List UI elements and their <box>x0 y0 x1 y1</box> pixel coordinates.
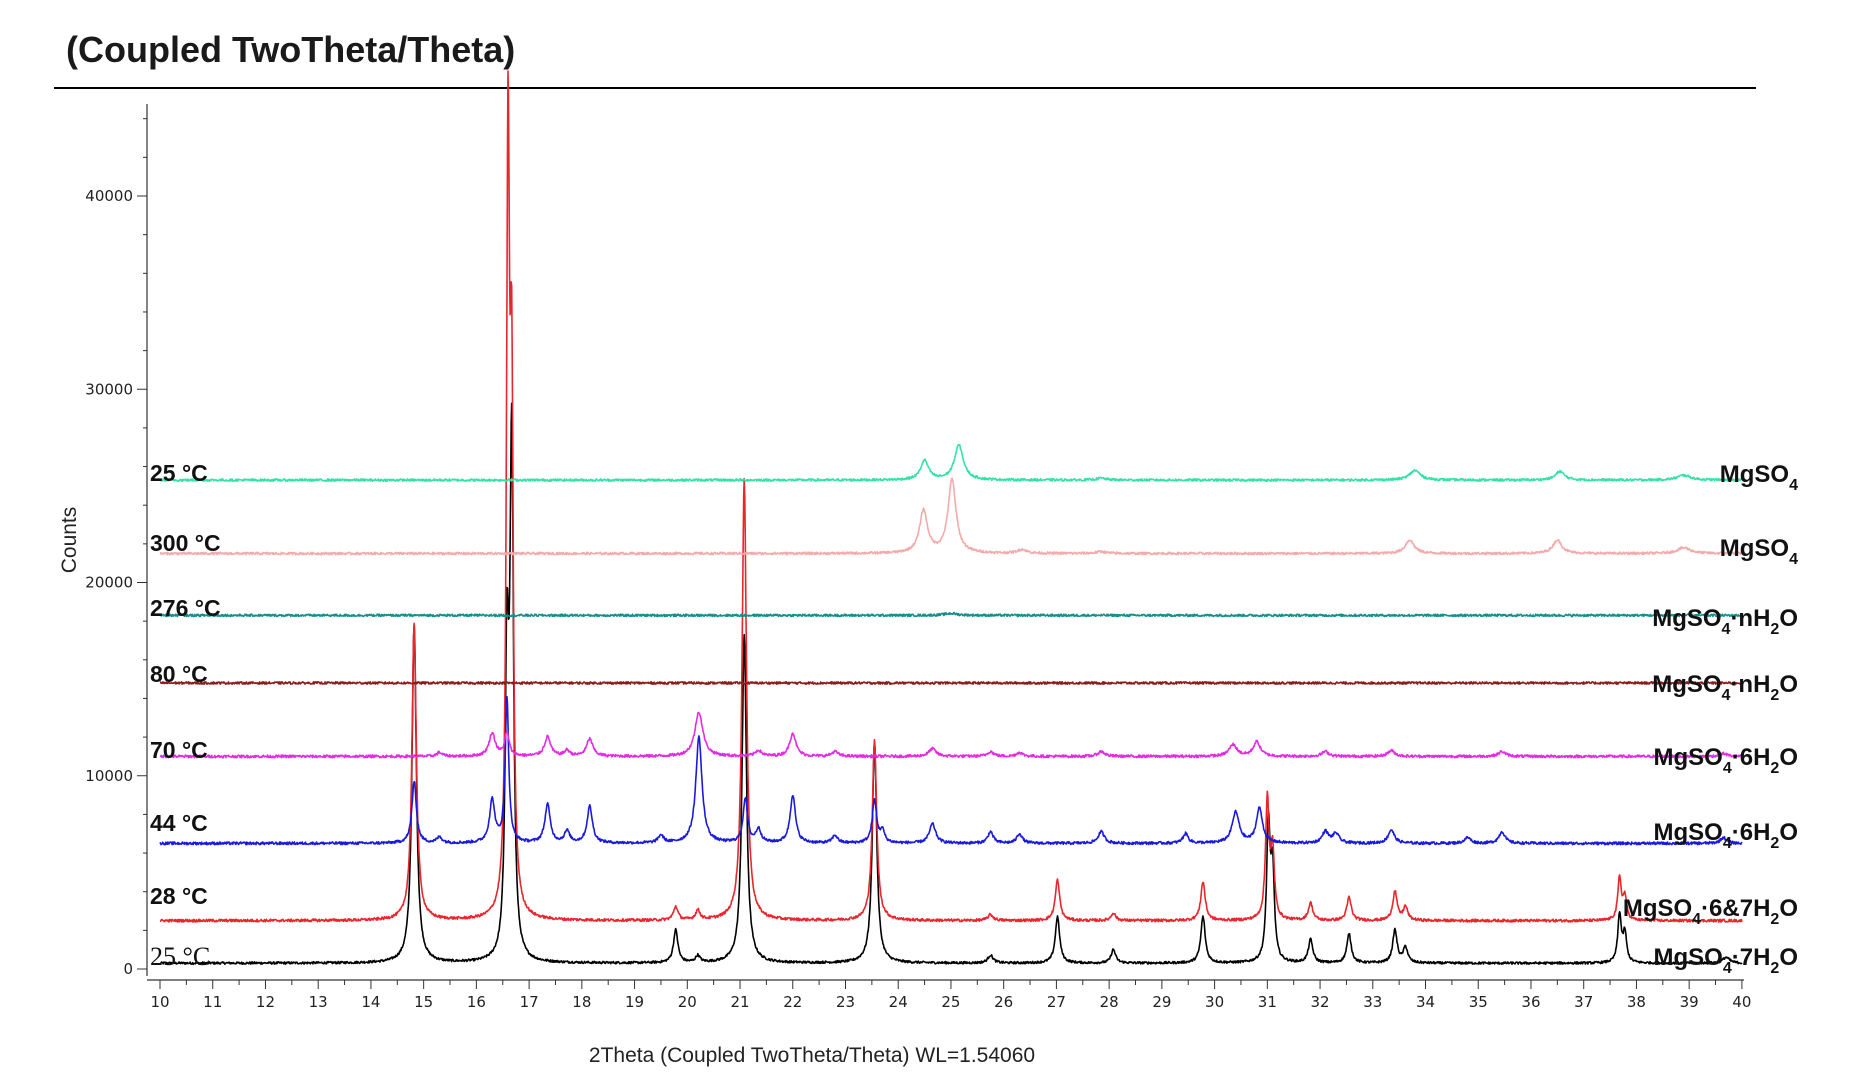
x-tick-label: 35 <box>1469 993 1488 1011</box>
x-tick-label: 16 <box>467 993 486 1011</box>
x-tick-label: 24 <box>889 993 908 1011</box>
series-line <box>159 70 1743 923</box>
x-tick-label: 23 <box>836 993 855 1011</box>
x-tick-label: 31 <box>1258 993 1277 1011</box>
x-tick-label: 39 <box>1680 993 1699 1011</box>
x-tick-label: 34 <box>1416 993 1435 1011</box>
x-tick-label: 26 <box>994 993 1013 1011</box>
series-label-layer: 25 °C MgSO4·7H2O 28 °C MgSO4·6&7H2O 44 °C MgS… <box>150 460 1798 977</box>
x-axis: 10 11 12 13 14 15 16 17 18 19 20 21 22 23 24 25 26 27 28 29… <box>147 979 1751 1011</box>
x-tick-label: 30 <box>1205 993 1224 1011</box>
y-tick-label: 20000 <box>85 574 133 592</box>
series-phase-label: MgSO4·6H2O <box>1654 819 1798 852</box>
series-line <box>159 402 1743 966</box>
series-temperature-label: 300 °C <box>150 530 221 556</box>
series-line <box>159 443 1743 483</box>
x-tick-label: 37 <box>1574 993 1593 1011</box>
series-phase-label: MgSO4 <box>1720 535 1798 568</box>
series-phase-label: MgSO4·6&7H2O <box>1623 895 1798 928</box>
series-layer <box>159 70 1743 966</box>
series-temperature-label: 70 °C <box>150 737 208 763</box>
y-tick-label: 30000 <box>85 380 133 398</box>
series-temperature-label: 276 °C <box>150 595 221 621</box>
series-phase-label: MgSO4·6H2O <box>1654 744 1798 777</box>
series-temperature-label: 28 °C <box>150 883 208 909</box>
x-tick-label: 40 <box>1732 993 1751 1011</box>
x-tick-label: 13 <box>309 993 328 1011</box>
x-tick-label: 12 <box>256 993 275 1011</box>
x-tick-label: 27 <box>1047 993 1066 1011</box>
series-phase-label: MgSO4·nH2O <box>1652 671 1798 704</box>
y-axis: 0 10000 20000 30000 40000 <box>85 104 148 978</box>
x-axis-label: 2Theta (Coupled TwoTheta/Theta) WL=1.540… <box>589 1044 1035 1067</box>
x-tick-label: 14 <box>361 993 380 1011</box>
x-tick-label: 29 <box>1152 993 1171 1011</box>
series-phase-label: MgSO4·7H2O <box>1654 944 1798 977</box>
series-temperature-label: 44 °C <box>150 810 208 836</box>
x-tick-label: 15 <box>414 993 433 1011</box>
series-line <box>159 477 1743 556</box>
series-temperature-label: 25 °C <box>150 942 210 971</box>
x-tick-label: 28 <box>1100 993 1119 1011</box>
x-tick-label: 10 <box>150 993 169 1011</box>
y-tick-label: 0 <box>123 960 133 978</box>
x-tick-label: 22 <box>783 993 802 1011</box>
series-phase-label: MgSO4·nH2O <box>1652 605 1798 638</box>
x-tick-label: 36 <box>1521 993 1540 1011</box>
y-axis-label: Counts <box>58 507 81 574</box>
x-tick-label: 11 <box>203 993 222 1011</box>
series-line <box>159 680 1743 685</box>
series-line <box>159 711 1743 759</box>
x-tick-label: 32 <box>1311 993 1330 1011</box>
series-phase-label: MgSO4 <box>1720 461 1798 494</box>
series-temperature-label: 80 °C <box>150 661 208 687</box>
x-tick-label: 18 <box>572 993 591 1011</box>
series-line <box>159 611 1743 618</box>
x-tick-label: 38 <box>1627 993 1646 1011</box>
chart-title: (Coupled TwoTheta/Theta) <box>66 29 515 70</box>
x-tick-label: 21 <box>730 993 749 1011</box>
series-temperature-label: 25 °C <box>150 460 208 486</box>
y-tick-label: 10000 <box>85 767 133 785</box>
x-tick-label: 25 <box>941 993 960 1011</box>
x-tick-label: 19 <box>625 993 644 1011</box>
x-tick-label: 17 <box>520 993 539 1011</box>
x-tick-label: 33 <box>1363 993 1382 1011</box>
x-tick-label: 20 <box>678 993 697 1011</box>
series-line <box>159 695 1743 846</box>
y-tick-label: 40000 <box>85 187 133 205</box>
